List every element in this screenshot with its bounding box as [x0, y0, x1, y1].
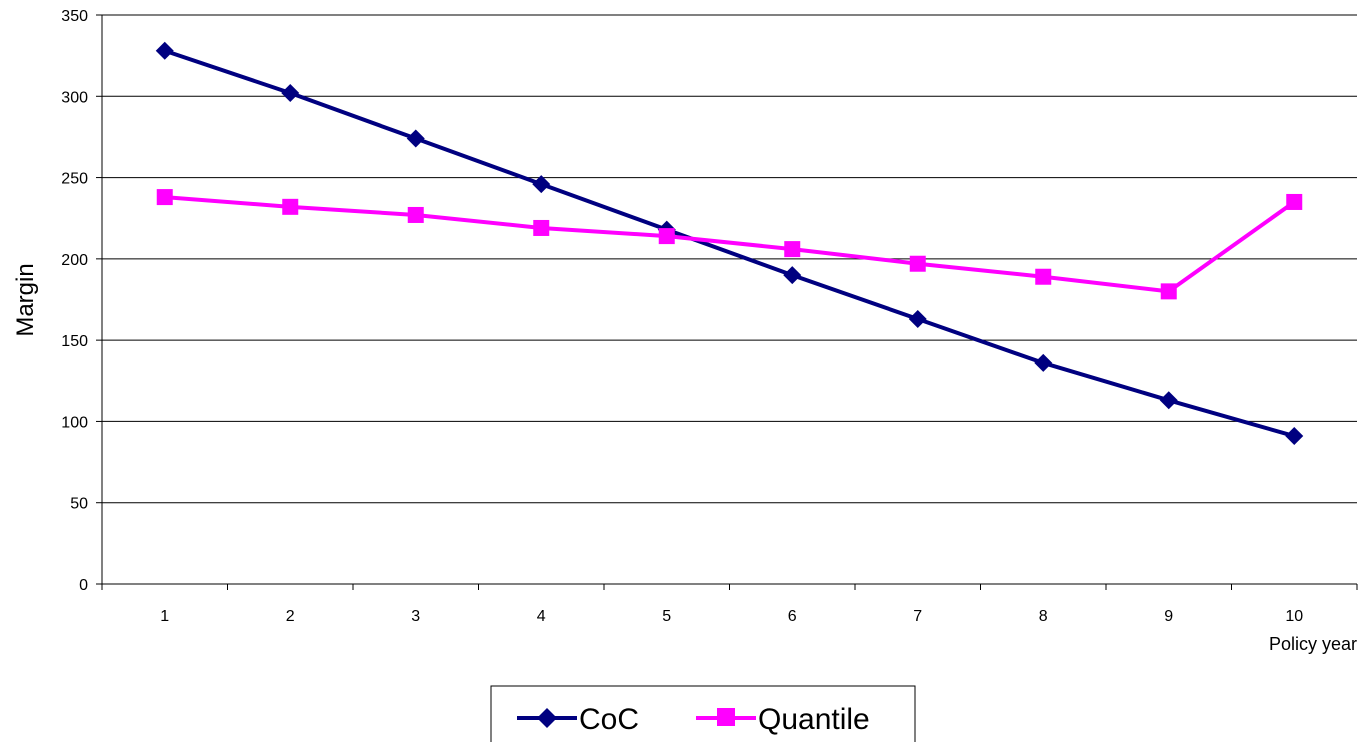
data-point-coc: [1034, 353, 1053, 372]
data-point-quantile: [1035, 268, 1052, 285]
y-tick-label: 0: [79, 577, 88, 594]
series-lines: [164, 48, 1296, 438]
data-point-coc: [908, 310, 927, 329]
axes: [96, 14, 1358, 590]
y-tick-label: 200: [61, 252, 88, 269]
grid-lines: [102, 14, 1357, 504]
x-tick-label: 4: [537, 608, 546, 625]
data-point-quantile: [1160, 283, 1177, 300]
y-tick-label: 150: [61, 333, 88, 350]
data-point-quantile: [533, 219, 550, 236]
x-tick-label: 1: [160, 608, 169, 625]
legend-marker-coc: [537, 708, 557, 728]
y-tick-label: 100: [61, 414, 88, 431]
y-tick-labels: 0 50 100 150 200 250 300 350: [61, 8, 88, 594]
x-axis-title: Policy year: [1269, 634, 1357, 654]
y-tick-label: 250: [61, 171, 88, 188]
x-tick-label: 3: [411, 608, 420, 625]
y-tick-label: 350: [61, 8, 88, 25]
data-point-quantile: [156, 189, 173, 206]
x-tick-label: 10: [1285, 608, 1303, 625]
y-tick-label: 300: [61, 89, 88, 106]
data-point-coc: [155, 41, 174, 60]
data-point-quantile: [909, 255, 926, 272]
legend-marker-quantile: [717, 708, 735, 726]
legend: CoC Quantile: [490, 685, 916, 742]
series-line-quantile: [164, 195, 1296, 294]
data-point-quantile: [658, 228, 675, 245]
data-point-quantile: [784, 241, 801, 258]
legend-label-quantile: Quantile: [758, 703, 870, 736]
data-point-quantile: [1286, 193, 1303, 210]
x-tick-label: 6: [788, 608, 797, 625]
y-axis-title: Margin: [12, 263, 39, 336]
y-tick-label: 50: [70, 496, 88, 513]
data-point-quantile: [282, 198, 299, 215]
x-tick-label: 9: [1164, 608, 1173, 625]
x-tick-label: 2: [286, 608, 295, 625]
legend-box: [490, 685, 916, 742]
series-markers: [155, 41, 1304, 446]
x-tick-label: 8: [1039, 608, 1048, 625]
data-point-coc: [532, 175, 551, 194]
data-point-coc: [1159, 391, 1178, 410]
legend-label-coc: CoC: [579, 703, 639, 736]
x-tick-label: 7: [913, 608, 922, 625]
series-line-coc: [164, 48, 1295, 438]
data-point-coc: [281, 84, 300, 103]
data-point-coc: [783, 266, 802, 285]
data-point-coc: [406, 129, 425, 148]
data-point-quantile: [407, 206, 424, 223]
data-point-coc: [1285, 427, 1304, 446]
x-tick-labels: 1 2 3 4 5 6 7 8 9 10: [160, 608, 1303, 625]
x-tick-label: 5: [662, 608, 671, 625]
